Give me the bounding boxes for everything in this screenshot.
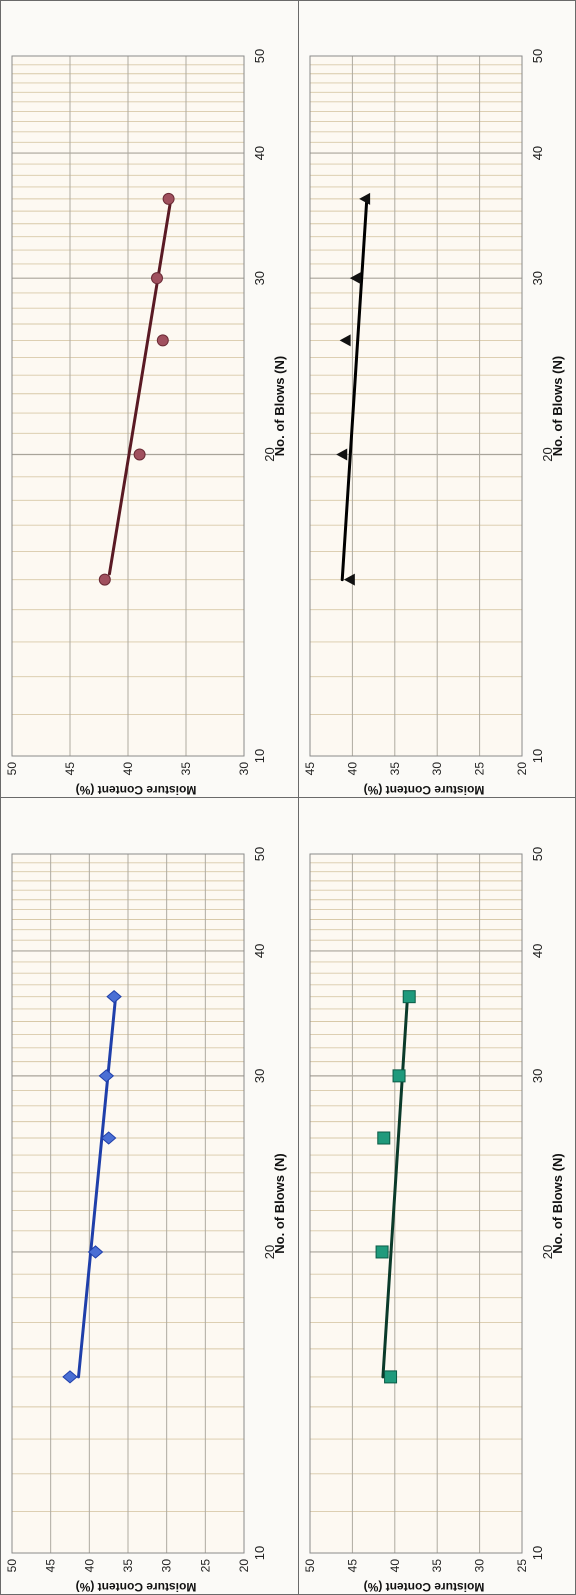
y-tick-label: 45 [44, 1559, 58, 1573]
plot-border [11, 853, 245, 1554]
plot-area [310, 854, 522, 1553]
plot-area [310, 56, 522, 756]
trend-line [107, 197, 173, 576]
data-point [377, 1131, 391, 1145]
data-point [62, 1370, 78, 1384]
data-point [336, 448, 348, 461]
trend-line [381, 995, 410, 1379]
y-tick-label: 50 [303, 1559, 317, 1573]
y-tick-label: 30 [473, 1559, 487, 1573]
grid [309, 56, 523, 756]
plot-border [309, 853, 523, 1554]
plot-border [11, 55, 245, 757]
data-point [162, 192, 175, 205]
x-axis-label: No. of Blows (N) [550, 356, 565, 456]
y-tick-label: 40 [121, 762, 135, 776]
chart-2: 30 35 40 45 50 No. of Blows (N) 10 20 30 40 50 Mois… [5, 49, 287, 797]
y-tick-label: 40 [82, 1559, 96, 1573]
y-tick-label: 25 [198, 1559, 212, 1573]
x-axis-label: No. of Blows (N) [550, 1153, 565, 1253]
x-tick-label: 10 [252, 1546, 267, 1560]
y-axis-label: Moisture Content (%) [364, 783, 485, 797]
data-point [343, 573, 355, 586]
y-tick-label: 35 [179, 762, 193, 776]
y-tick-label: 25 [473, 762, 487, 776]
data-point [98, 573, 111, 586]
y-tick-label: 35 [388, 762, 402, 776]
x-tick-label: 20 [262, 1245, 277, 1259]
x-tick-label: 40 [530, 146, 545, 160]
y-tick-label: 30 [237, 762, 251, 776]
y-tick-label: 30 [160, 1559, 174, 1573]
y-tick-label: 20 [515, 762, 529, 776]
data-point [100, 1131, 117, 1145]
data-point [402, 990, 416, 1004]
x-tick-label: 20 [540, 447, 555, 461]
data-point [151, 272, 163, 285]
x-tick-label: 10 [530, 749, 545, 763]
x-tick-label: 10 [252, 749, 267, 763]
x-axis-label: No. of Blows (N) [272, 1153, 287, 1253]
data-point [349, 272, 361, 285]
y-tick-label: 50 [5, 762, 19, 776]
y-tick-label: 50 [5, 1559, 19, 1573]
trend-line [340, 197, 369, 582]
data-point [392, 1069, 406, 1083]
x-tick-label: 40 [252, 146, 267, 160]
x-tick-label: 20 [540, 1245, 555, 1259]
y-tick-label: 45 [63, 762, 77, 776]
x-tick-label: 10 [530, 1546, 545, 1560]
x-tick-label: 30 [252, 1069, 267, 1083]
y-axis-label: Moisture Content (%) [76, 1580, 197, 1594]
x-tick-label: 50 [530, 847, 545, 861]
data-point [133, 448, 146, 461]
data-point [106, 990, 122, 1004]
y-axis-label: Moisture Content (%) [76, 783, 197, 797]
x-tick-label: 50 [252, 49, 267, 63]
x-tick-label: 40 [252, 944, 267, 958]
data-point [339, 334, 351, 347]
y-tick-label: 35 [430, 1559, 444, 1573]
data-point [87, 1245, 104, 1259]
data-point [98, 1069, 115, 1083]
data-point [375, 1245, 389, 1259]
x-tick-label: 40 [530, 944, 545, 958]
data-point [384, 1370, 398, 1384]
plot-border [309, 55, 523, 757]
x-axis-label: No. of Blows (N) [272, 356, 287, 456]
x-tick-label: 50 [530, 49, 545, 63]
y-tick-label: 35 [121, 1559, 135, 1573]
y-tick-label: 45 [303, 762, 317, 776]
y-tick-label: 20 [237, 1559, 251, 1573]
trend-line [77, 995, 118, 1379]
grid [309, 854, 523, 1553]
chart-3: 25 30 35 40 45 50 No. of Blows (N) 10 20 30 40 50 Mo… [303, 847, 565, 1594]
y-tick-label: 40 [388, 1559, 402, 1573]
y-axis-label: Moisture Content (%) [364, 1580, 485, 1594]
x-tick-label: 50 [252, 847, 267, 861]
y-tick-label: 40 [345, 762, 359, 776]
data-point [359, 192, 371, 205]
data-point [156, 334, 169, 347]
y-tick-label: 25 [515, 1559, 529, 1573]
x-tick-label: 30 [530, 1069, 545, 1083]
x-tick-label: 20 [262, 447, 277, 461]
y-tick-label: 30 [430, 762, 444, 776]
x-tick-label: 30 [252, 271, 267, 285]
y-tick-label: 45 [345, 1559, 359, 1573]
x-tick-label: 30 [530, 271, 545, 285]
